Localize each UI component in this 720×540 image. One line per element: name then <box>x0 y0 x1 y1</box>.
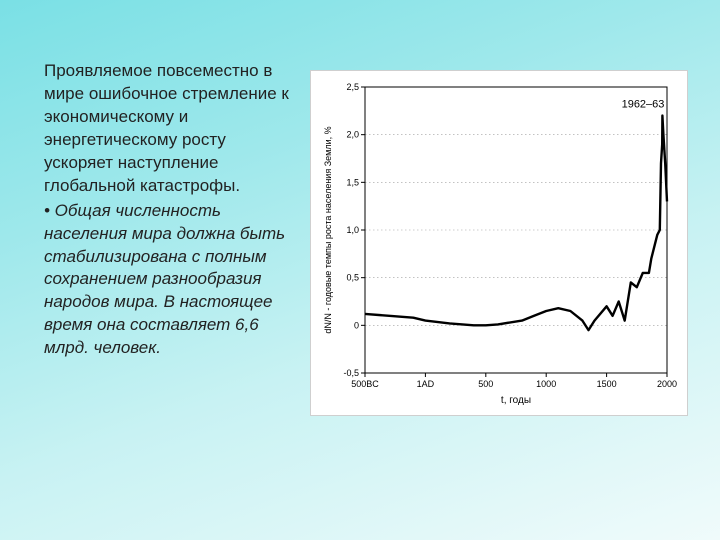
svg-text:0: 0 <box>354 320 359 330</box>
paragraph-main: Проявляемое повсеместно в мире ошибочное… <box>44 60 292 198</box>
svg-text:1500: 1500 <box>597 379 617 389</box>
svg-text:2,5: 2,5 <box>346 82 359 92</box>
svg-text:1AD: 1AD <box>417 379 435 389</box>
svg-text:2000: 2000 <box>657 379 677 389</box>
chart-column: -0,5 0 0,5 1,0 1,5 2,0 2,5 500BC 1AD 500 1000 1500 2… <box>310 60 688 500</box>
svg-text:-0,5: -0,5 <box>343 368 359 378</box>
svg-text:2,0: 2,0 <box>346 130 359 140</box>
svg-text:500: 500 <box>478 379 493 389</box>
svg-text:0,5: 0,5 <box>346 273 359 283</box>
svg-text:1962–63: 1962–63 <box>622 99 665 111</box>
svg-text:1,5: 1,5 <box>346 177 359 187</box>
svg-text:500BC: 500BC <box>351 379 379 389</box>
svg-text:t, годы: t, годы <box>501 395 531 406</box>
slide: Проявляемое повсеместно в мире ошибочное… <box>0 0 720 540</box>
chart-frame: -0,5 0 0,5 1,0 1,5 2,0 2,5 500BC 1AD 500 1000 1500 2… <box>310 70 688 416</box>
svg-text:1000: 1000 <box>536 379 556 389</box>
paragraph-bullet: • Общая численность населения мира должн… <box>44 200 292 361</box>
text-column: Проявляемое повсеместно в мире ошибочное… <box>44 60 292 500</box>
population-growth-chart: -0,5 0 0,5 1,0 1,5 2,0 2,5 500BC 1AD 500 1000 1500 2… <box>319 77 679 407</box>
svg-text:dN/N - годовые темпы роста нас: dN/N - годовые темпы роста населения Зем… <box>323 126 333 333</box>
svg-text:1,0: 1,0 <box>346 225 359 235</box>
